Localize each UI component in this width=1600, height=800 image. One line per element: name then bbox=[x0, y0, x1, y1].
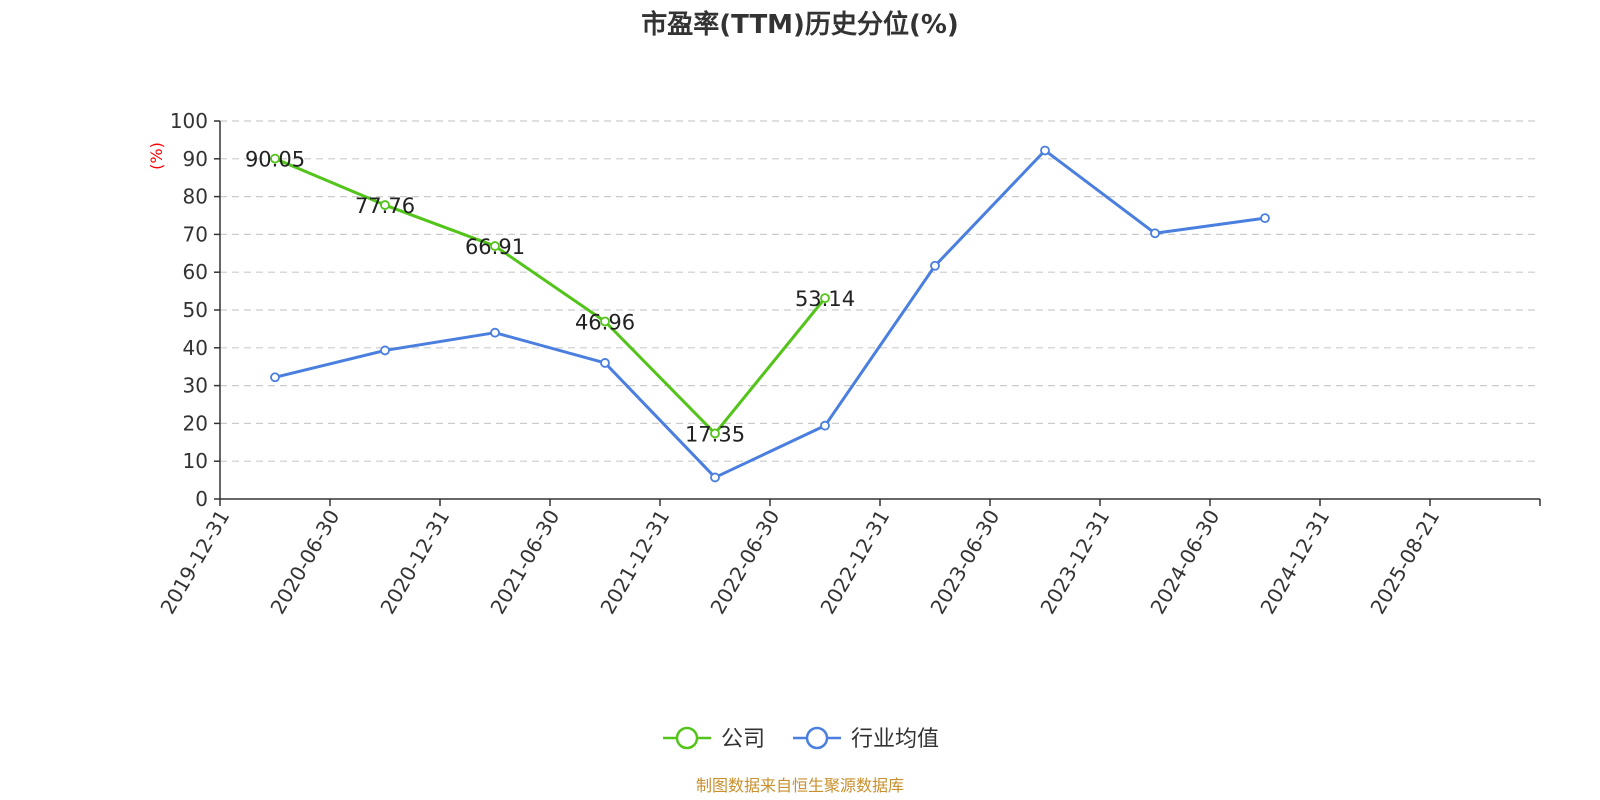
y-tick-label: 90 bbox=[183, 147, 208, 171]
axes: 0 10 20 30 40 50 60 70 80 90 100 2019-12-31 2020-06-… bbox=[155, 109, 1541, 619]
x-tick-label: 2021-06-30 bbox=[485, 506, 564, 619]
chart-title: 市盈率(TTM)历史分位(%) bbox=[641, 9, 959, 40]
x-tick-label: 2021-12-31 bbox=[595, 506, 674, 619]
legend-circle-icon bbox=[675, 726, 699, 750]
series-1-data-label: 66.91 bbox=[465, 235, 525, 259]
series-1-point bbox=[820, 293, 830, 304]
series-1-data-label: 90.05 bbox=[245, 148, 305, 172]
y-tick-label: 60 bbox=[183, 260, 208, 284]
series-1-data-label: 53.14 bbox=[795, 287, 855, 311]
y-tick-label: 70 bbox=[183, 222, 208, 246]
x-tick-label: 2023-06-30 bbox=[925, 506, 1004, 619]
series-layer bbox=[270, 145, 1270, 483]
series-1-point bbox=[490, 241, 500, 251]
grid-lines bbox=[220, 120, 1540, 462]
series-2-point bbox=[1260, 213, 1270, 224]
series-2-point bbox=[380, 345, 390, 356]
data-labels: 90.05 77.76 66.91 46.96 17.35 53.14 bbox=[245, 148, 855, 447]
series-2-point bbox=[710, 472, 720, 483]
series-2-point bbox=[270, 372, 280, 383]
legend-item-1[interactable]: 公司 bbox=[663, 726, 765, 752]
series-1-point bbox=[270, 153, 280, 164]
series-2-point bbox=[1040, 145, 1050, 156]
series-1-data-label: 46.96 bbox=[575, 310, 635, 334]
series-2-point bbox=[820, 420, 830, 431]
series-2-point bbox=[490, 327, 500, 338]
y-tick-label: 20 bbox=[183, 411, 208, 435]
legend-label: 行业均值 bbox=[851, 727, 939, 752]
series-1-point bbox=[380, 200, 390, 210]
series-2-point bbox=[930, 260, 940, 271]
y-tick-label: 0 bbox=[195, 487, 208, 511]
series-1-data-label: 77.76 bbox=[355, 194, 415, 218]
series-1-point bbox=[710, 428, 720, 439]
y-tick-label: 50 bbox=[183, 298, 208, 322]
series-2-point bbox=[1150, 228, 1160, 239]
series-1-point bbox=[600, 316, 610, 327]
x-tick-label: 2024-06-30 bbox=[1145, 506, 1224, 619]
x-tick-label: 2022-12-31 bbox=[815, 506, 894, 619]
series-2-line bbox=[274, 148, 1266, 479]
legend-label: 公司 bbox=[721, 727, 765, 752]
x-tick-label: 2020-12-31 bbox=[375, 506, 454, 619]
series-1-data-label: 17.35 bbox=[685, 422, 745, 446]
y-axis-unit: (%) bbox=[147, 142, 166, 170]
x-tick-label: 2019-12-31 bbox=[155, 506, 234, 619]
legend-item-2[interactable]: 行业均值 bbox=[793, 726, 939, 752]
legend: 公司 行业均值 bbox=[663, 726, 939, 752]
legend-circle-icon bbox=[805, 726, 829, 750]
x-tick-label: 2025-08-21 bbox=[1365, 506, 1444, 619]
y-tick-label: 10 bbox=[183, 449, 208, 473]
x-tick-label: 2020-06-30 bbox=[265, 506, 344, 619]
x-tick-label: 2023-12-31 bbox=[1035, 506, 1114, 619]
x-tick-label: 2024-12-31 bbox=[1255, 506, 1334, 619]
series-2-point bbox=[600, 358, 610, 368]
y-tick-label: 40 bbox=[183, 336, 208, 360]
y-tick-label: 30 bbox=[183, 374, 208, 398]
x-tick-label: 2022-06-30 bbox=[705, 506, 784, 619]
y-tick-label: 80 bbox=[183, 185, 208, 209]
data-source-note: 制图数据来自恒生聚源数据库 bbox=[696, 776, 904, 795]
series-1-line bbox=[274, 157, 827, 435]
y-tick-label: 100 bbox=[170, 109, 208, 133]
